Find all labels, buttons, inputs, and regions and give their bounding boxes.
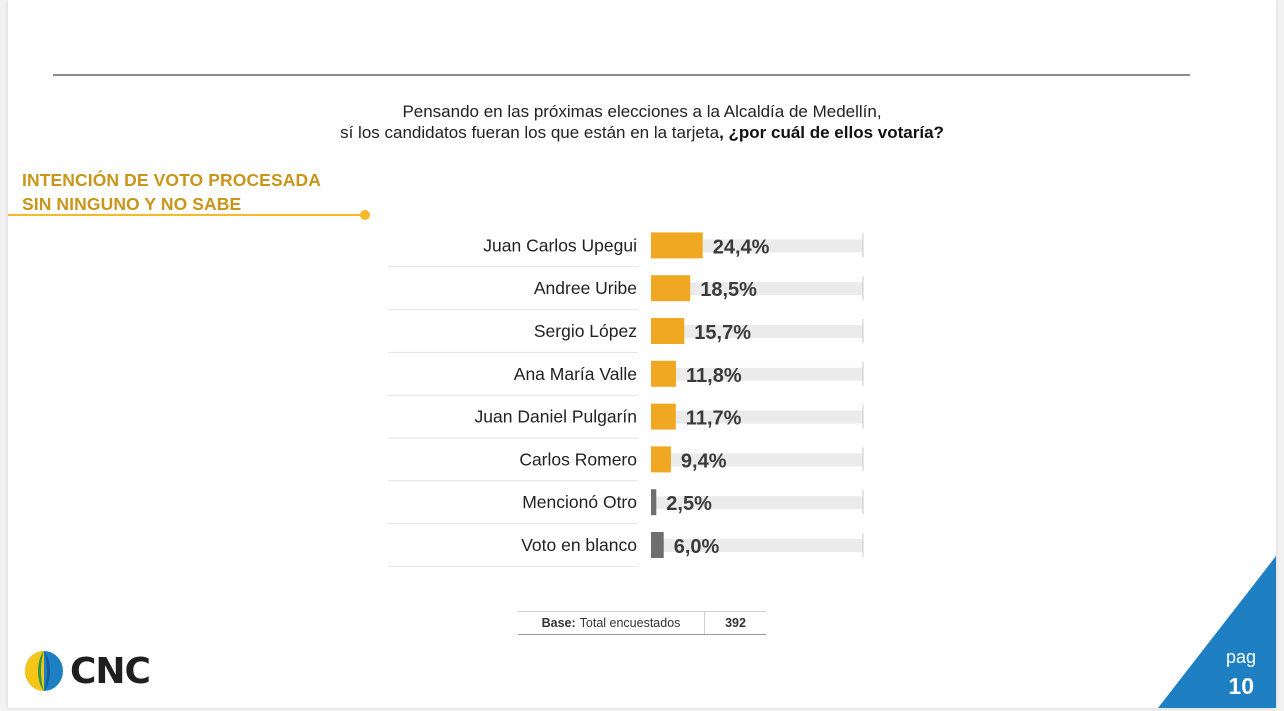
data-label: 24,4% <box>713 236 770 258</box>
bar <box>651 532 664 558</box>
bar-track <box>651 239 863 253</box>
question-line-1: Pensando en las próximas elecciones a la… <box>402 102 882 121</box>
bar <box>651 403 676 430</box>
category-label: Ana María Valle <box>514 364 637 384</box>
bar <box>651 275 691 302</box>
data-label: 6,0% <box>674 536 720 558</box>
slide: Pensando en las próximas elecciones a la… <box>8 0 1276 708</box>
category-label: Voto en blanco <box>521 535 637 555</box>
category-label: Mencionó Otro <box>522 492 637 512</box>
survey-question: Pensando en las próximas elecciones a la… <box>8 101 1276 143</box>
data-label: 2,5% <box>666 493 712 515</box>
data-label: 11,7% <box>686 408 742 430</box>
cnc-logo-text: CNC <box>70 650 151 692</box>
page-number: 10 <box>1228 673 1254 699</box>
section-title-line-2: SIN NINGUNO Y NO SABE <box>22 194 242 214</box>
section-title: INTENCIÓN DE VOTO PROCESADA SIN NINGUNO … <box>22 168 321 216</box>
section-title-line-1: INTENCIÓN DE VOTO PROCESADA <box>22 170 321 190</box>
category-label: Juan Carlos Upegui <box>483 235 637 255</box>
base-text: Total encuestados <box>579 616 681 630</box>
bar <box>651 232 703 259</box>
base-value: 392 <box>725 616 746 630</box>
page-corner-triangle <box>1158 556 1276 708</box>
base-label-cell: Base: Total encuestados <box>518 612 705 634</box>
data-label: 18,5% <box>700 279 757 301</box>
bar-chart: Juan Carlos Upegui 24,4% Andree Uribe 18,5%… <box>388 232 864 567</box>
bar-track <box>651 539 863 552</box>
top-divider <box>53 74 1190 76</box>
data-label: 15,7% <box>694 322 751 344</box>
base-table: Base: Total encuestados 392 <box>518 611 766 635</box>
page-label: pag <box>1225 647 1256 667</box>
category-label: Carlos Romero <box>519 449 637 469</box>
bar <box>651 318 685 344</box>
data-label: 11,8% <box>686 365 742 387</box>
bar-track <box>651 453 863 467</box>
bar-track <box>651 496 863 510</box>
bar <box>651 446 671 473</box>
base-label: Base: <box>541 616 576 630</box>
question-line-2-bold: ¿por cuál de ellos votaría? <box>728 123 944 142</box>
bar-track <box>651 325 863 338</box>
cnc-logo: CNC <box>24 650 151 692</box>
bar <box>651 489 657 516</box>
question-line-2-text: sí los candidatos fueran los que están e… <box>340 123 720 142</box>
bar <box>651 360 677 387</box>
bar-track <box>651 410 863 424</box>
bar-track <box>651 282 863 296</box>
category-label: Juan Daniel Pulgarín <box>475 407 637 427</box>
section-underline <box>8 214 365 216</box>
cnc-logo-mark-icon <box>25 651 63 691</box>
question-line-2: sí los candidatos fueran los que están e… <box>340 123 944 142</box>
bar-track <box>651 367 863 381</box>
category-label: Sergio López <box>534 321 637 341</box>
data-label: 9,4% <box>681 450 727 472</box>
category-label: Andree Uribe <box>534 278 637 298</box>
section-underline-dot <box>360 210 370 220</box>
